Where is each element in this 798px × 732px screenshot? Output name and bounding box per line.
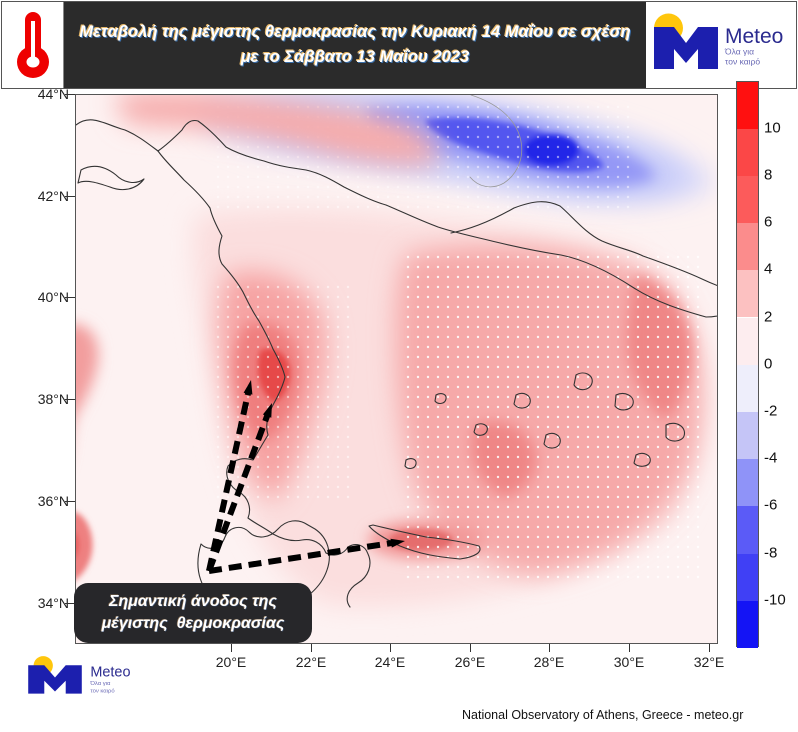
svg-text:τον καιρό: τον καιρό <box>725 57 760 67</box>
svg-text:τον καιρό: τον καιρό <box>90 688 115 695</box>
svg-text:Meteo: Meteo <box>90 664 130 680</box>
svg-text:Όλα για: Όλα για <box>89 681 111 687</box>
svg-text:Όλα για: Όλα για <box>724 47 754 57</box>
svg-text:Meteo: Meteo <box>725 25 783 48</box>
